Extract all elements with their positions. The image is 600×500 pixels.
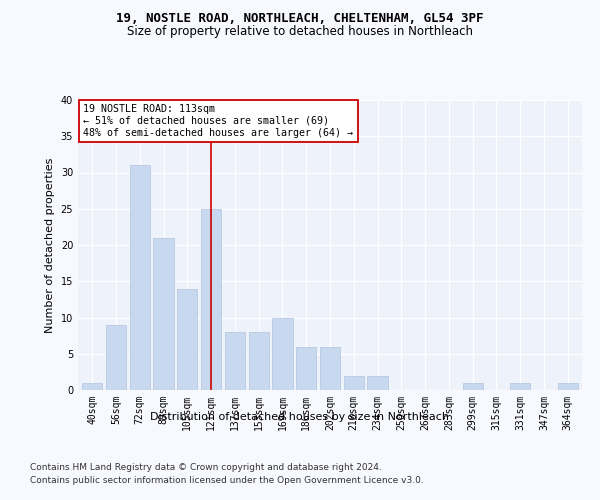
Bar (82, 383, 103, 390)
Bar (201, 209, 221, 390)
Text: Distribution of detached houses by size in Northleach: Distribution of detached houses by size … (151, 412, 449, 422)
Bar (296, 346, 316, 390)
Bar (225, 332, 245, 390)
Bar (272, 318, 293, 390)
Text: 19, NOSTLE ROAD, NORTHLEACH, CHELTENHAM, GL54 3PF: 19, NOSTLE ROAD, NORTHLEACH, CHELTENHAM,… (116, 12, 484, 26)
Text: Contains public sector information licensed under the Open Government Licence v3: Contains public sector information licen… (30, 476, 424, 485)
Bar (154, 238, 173, 390)
Bar (130, 165, 150, 390)
Y-axis label: Number of detached properties: Number of detached properties (45, 158, 55, 332)
Bar (463, 383, 483, 390)
Bar (248, 332, 269, 390)
Bar (320, 346, 340, 390)
Bar (177, 288, 197, 390)
Bar (344, 376, 364, 390)
Bar (557, 383, 578, 390)
Bar (367, 376, 388, 390)
Text: 19 NOSTLE ROAD: 113sqm
← 51% of detached houses are smaller (69)
48% of semi-det: 19 NOSTLE ROAD: 113sqm ← 51% of detached… (83, 104, 353, 138)
Text: Contains HM Land Registry data © Crown copyright and database right 2024.: Contains HM Land Registry data © Crown c… (30, 464, 382, 472)
Bar (510, 383, 530, 390)
Bar (106, 325, 126, 390)
Text: Size of property relative to detached houses in Northleach: Size of property relative to detached ho… (127, 25, 473, 38)
